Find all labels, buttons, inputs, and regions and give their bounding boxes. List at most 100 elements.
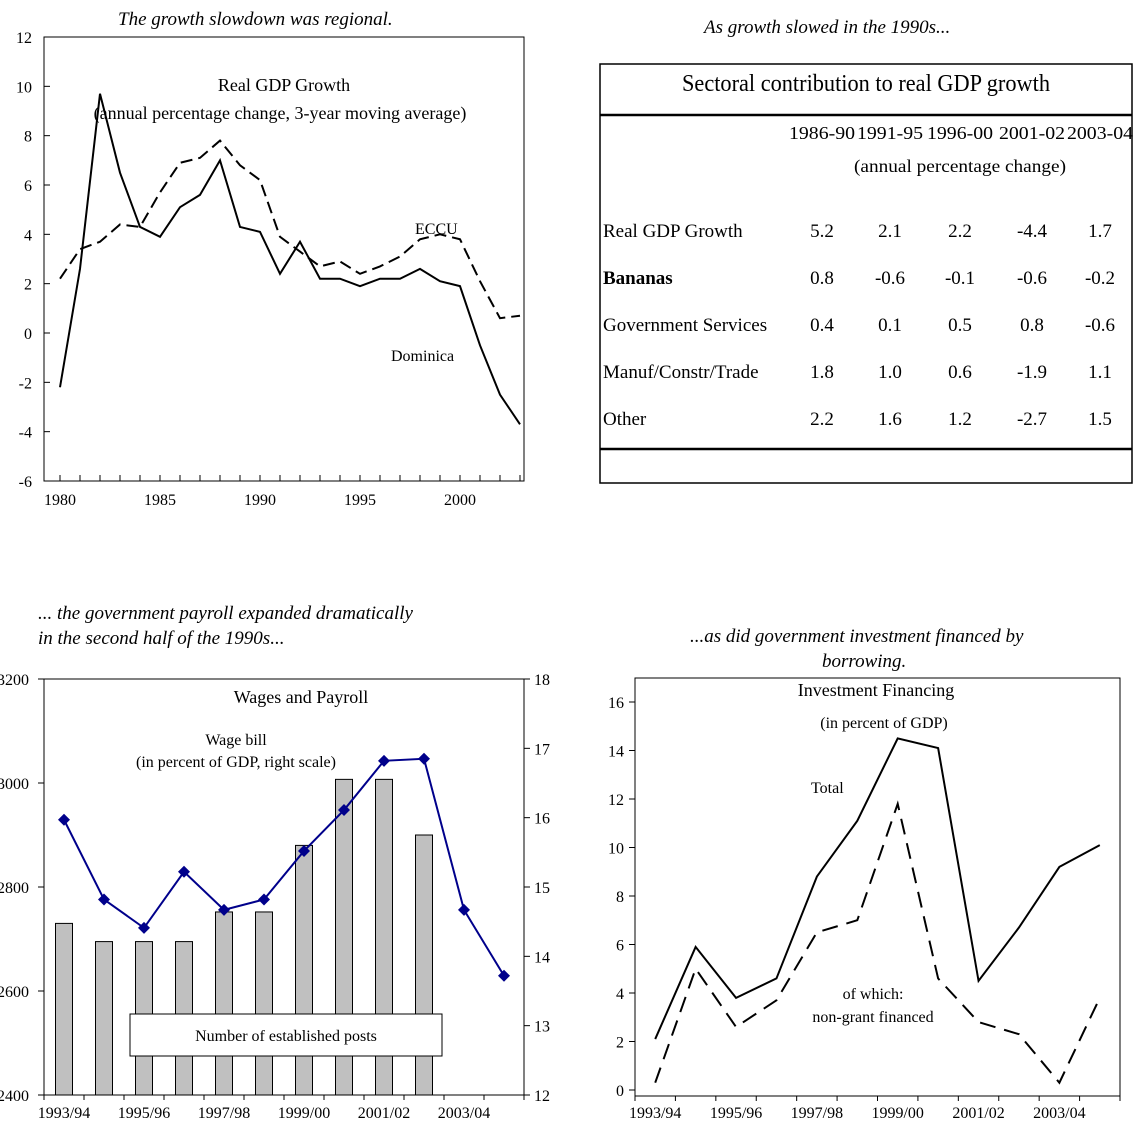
wages-left-tick-label: 2600 — [0, 984, 29, 1001]
table-column-header: 1986-90 — [789, 123, 855, 143]
posts-bar — [255, 911, 273, 1096]
gdp-y-tick-label: 6 — [24, 178, 32, 195]
wages-x-tick-label: 1997/98 — [198, 1105, 250, 1122]
gdp-y-tick-label: 12 — [16, 30, 32, 47]
gdp-x-tick-label: 1985 — [144, 492, 176, 509]
posts-bar — [415, 834, 433, 1096]
invest-y-tick-label: 8 — [616, 889, 624, 906]
legend-total: Total — [811, 780, 844, 797]
wage-bill-point — [258, 893, 270, 906]
wages-x-tick-label: 1995/96 — [118, 1105, 170, 1122]
gdp-plot-frame — [43, 36, 525, 482]
table-cell: -0.6 — [875, 268, 905, 289]
invest-x-tick-label: 1999/00 — [871, 1105, 923, 1122]
wages-left-tick-label: 3000 — [0, 776, 29, 793]
posts-bar — [335, 778, 353, 1096]
table-column-headers: 1986-90 1991-95 1996-00 2001-02 2003-04 — [789, 123, 1133, 143]
wage-bill-point — [498, 969, 510, 982]
gdp-y-tick-label: 2 — [24, 277, 32, 294]
wage-bill-series — [63, 757, 505, 977]
invest-y-tick-label: 4 — [616, 986, 624, 1003]
caption-bottom-left-2: in the second half of the 1990s... — [38, 628, 285, 649]
table-cell: -4.4 — [1017, 221, 1048, 242]
table-subheader: (annual percentage change) — [854, 156, 1066, 177]
wages-bars — [55, 778, 433, 1096]
wages-right-tick-label: 15 — [534, 880, 550, 897]
wages-x-tick-label: 1993/94 — [38, 1105, 90, 1122]
invest-x-tick-label: 1995/96 — [710, 1105, 762, 1122]
wages-x-tick-label: 2001/02 — [358, 1105, 410, 1122]
invest-y-tick-label: 16 — [608, 695, 624, 712]
wages-left-tick-label: 3200 — [0, 672, 29, 689]
table-cell: 1.2 — [948, 409, 972, 430]
legend-nongrant-1: of which: — [843, 986, 904, 1003]
gdp-chart-subtitle: (annual percentage change, 3-year moving… — [94, 103, 467, 124]
legend-eccu: ECCU — [415, 221, 458, 238]
invest-y-tick-label: 12 — [608, 792, 624, 809]
invest-y-tick-label: 10 — [608, 841, 624, 858]
table-cell: -0.6 — [1085, 315, 1115, 336]
wages-x-tick-label: 1999/00 — [278, 1105, 330, 1122]
wage-bill-point — [458, 903, 470, 916]
wage-bill-point — [298, 844, 310, 857]
invest-series-nongrant — [654, 800, 1101, 1085]
table-cell: 0.1 — [878, 315, 902, 336]
caption-top-right: As growth slowed in the 1990s... — [704, 17, 951, 38]
wages-right-tick-label: 16 — [534, 811, 550, 828]
table-cell: -1.9 — [1017, 362, 1047, 383]
gdp-y-tick-label: 10 — [16, 79, 32, 96]
gdp-series-eccu — [59, 139, 521, 320]
table-column-header: 1996-00 — [927, 123, 993, 143]
invest-series-lines — [654, 737, 1101, 1085]
gdp-series-dominica — [59, 93, 521, 425]
table-cell: 0.8 — [1020, 315, 1044, 336]
gdp-y-tick-label: 0 — [24, 326, 32, 343]
invest-plot-frame — [634, 677, 1121, 1097]
gdp-y-tick-label: -4 — [19, 425, 32, 442]
table-cell: 1.0 — [878, 362, 902, 383]
wages-x-axis: 1993/94 1995/96 1997/98 1999/00 2001/02 2003/… — [38, 1095, 525, 1122]
gdp-y-tick-label: 8 — [24, 129, 32, 146]
invest-y-tick-label: 0 — [616, 1083, 624, 1100]
legend-nongrant-2: non-grant financed — [812, 1009, 933, 1026]
wage-bill-label-1: Wage bill — [205, 732, 267, 749]
wages-right-tick-label: 17 — [534, 741, 550, 758]
invest-x-axis: 1993/94 1995/96 1997/98 1999/00 2001/02 2003/… — [629, 1096, 1121, 1122]
gdp-series-lines — [59, 93, 521, 425]
table-cell: -2.7 — [1017, 409, 1047, 430]
posts-bar — [135, 941, 153, 1096]
table-cell: 0.5 — [948, 315, 972, 336]
wages-right-tick-label: 12 — [534, 1088, 550, 1105]
caption-top-left: The growth slowdown was regional. — [118, 9, 393, 30]
invest-x-tick-label: 1993/94 — [629, 1105, 681, 1122]
table-cell: 0.8 — [810, 268, 834, 289]
posts-bar — [95, 941, 113, 1096]
posts-legend-label: Number of established posts — [195, 1028, 377, 1045]
table-cell: 0.4 — [810, 315, 834, 336]
table-cell: -0.6 — [1017, 268, 1047, 289]
wages-left-tick-label: 2800 — [0, 880, 29, 897]
gdp-y-tick-label: -6 — [19, 474, 32, 491]
gdp-x-axis: 1980 1985 1990 1995 2000 — [44, 475, 521, 509]
table-cell: 1.7 — [1088, 221, 1112, 242]
invest-y-tick-label: 14 — [608, 744, 624, 761]
table-cell: 2.1 — [878, 221, 902, 242]
invest-series-total — [654, 737, 1101, 1040]
table-cell: 2.2 — [948, 221, 972, 242]
posts-legend-box — [129, 1013, 443, 1057]
table-cell: 1.8 — [810, 362, 834, 383]
wage-bill-line — [58, 752, 510, 982]
caption-bottom-right-2: borrowing. — [822, 651, 907, 672]
table-column-header: 1991-95 — [857, 123, 923, 143]
wages-chart-title: Wages and Payroll — [234, 687, 369, 707]
invest-chart-subtitle: (in percent of GDP) — [820, 715, 948, 732]
posts-bar — [295, 844, 313, 1096]
wage-bill-label-2: (in percent of GDP, right scale) — [136, 754, 336, 771]
wages-right-axis: 12 13 14 15 16 17 18 — [524, 672, 550, 1105]
table-row-label: Manuf/Constr/Trade — [603, 362, 759, 383]
invest-y-tick-label: 2 — [616, 1035, 624, 1052]
